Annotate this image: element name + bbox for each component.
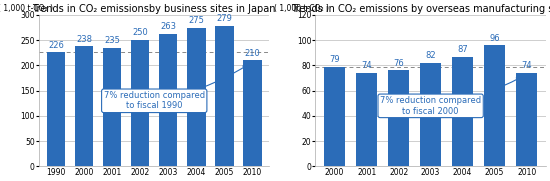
Text: 74: 74 bbox=[361, 61, 372, 70]
Text: 279: 279 bbox=[217, 14, 233, 23]
Bar bbox=[47, 52, 65, 167]
Text: 79: 79 bbox=[329, 55, 340, 64]
Bar bbox=[324, 67, 345, 167]
Bar bbox=[356, 73, 377, 167]
Text: ( 1,000 t-CO₂ ): ( 1,000 t-CO₂ ) bbox=[0, 4, 53, 13]
Text: 7% reduction compared
to fiscal 1990: 7% reduction compared to fiscal 1990 bbox=[104, 66, 246, 110]
Bar bbox=[516, 73, 537, 167]
Text: 76: 76 bbox=[393, 59, 404, 68]
Text: 275: 275 bbox=[189, 16, 205, 25]
Bar bbox=[484, 45, 505, 167]
Bar bbox=[388, 70, 409, 167]
Bar bbox=[216, 26, 234, 167]
Bar bbox=[159, 34, 178, 167]
Text: 238: 238 bbox=[76, 35, 92, 43]
Text: 74: 74 bbox=[521, 61, 532, 70]
Text: 7% reduction compared
to fiscal 2000: 7% reduction compared to fiscal 2000 bbox=[380, 78, 520, 115]
Text: ( 1,000 t-CO₂ ): ( 1,000 t-CO₂ ) bbox=[274, 4, 329, 13]
Title: Trends in CO₂ emissions by overseas manufacturing sites: Trends in CO₂ emissions by overseas manu… bbox=[290, 4, 550, 14]
Text: 87: 87 bbox=[457, 45, 468, 54]
Text: 263: 263 bbox=[160, 22, 177, 31]
Text: 82: 82 bbox=[425, 51, 436, 60]
Text: 96: 96 bbox=[490, 33, 500, 43]
Bar bbox=[75, 46, 93, 167]
Bar bbox=[187, 28, 206, 167]
Text: 250: 250 bbox=[133, 28, 148, 37]
Bar bbox=[103, 48, 121, 167]
Bar bbox=[420, 63, 441, 167]
Text: 226: 226 bbox=[48, 41, 64, 50]
Bar bbox=[131, 40, 150, 167]
Bar bbox=[244, 60, 262, 167]
Bar bbox=[452, 57, 473, 167]
Text: 235: 235 bbox=[104, 36, 120, 45]
Title: Trends in CO₂ emissionsby business sites in Japan: Trends in CO₂ emissionsby business sites… bbox=[32, 4, 276, 14]
Text: 210: 210 bbox=[245, 49, 261, 58]
